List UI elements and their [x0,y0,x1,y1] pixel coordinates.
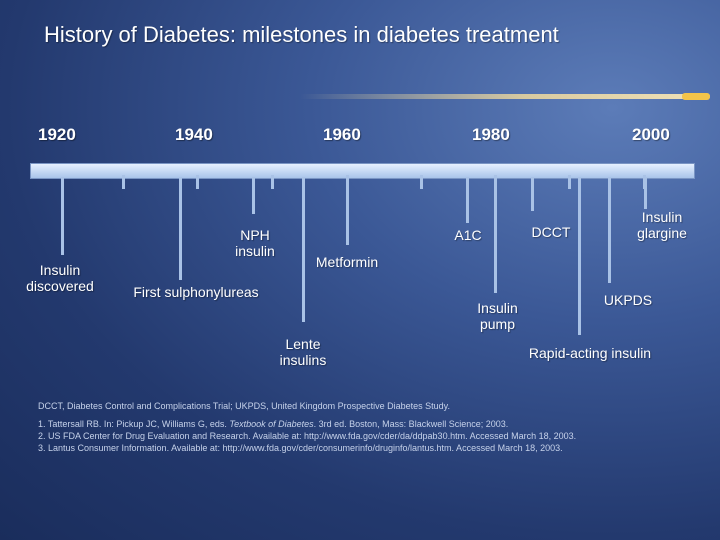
label-a1c: A1C [454,227,482,243]
stem-nph-insulin [252,177,255,214]
timeline-axis [30,163,695,179]
label-lente-insulins: Lente insulins [279,336,327,368]
label-first-sulphonylureas: First sulphonylureas [133,284,259,300]
stem-insulin-pump [494,177,497,293]
stem-insulin-discovered [61,177,64,255]
stem-ukpds [608,177,611,283]
title-underline [300,94,710,99]
stem-lente-insulins [302,177,305,322]
year-2000: 2000 [632,125,670,144]
stem-metformin [346,177,349,245]
tick-1990 [568,175,571,189]
footnote-ref-3: 3. Lantus Consumer Information. Availabl… [38,443,563,453]
tick-1970 [420,175,423,189]
footnote-ref-2: 2. US FDA Center for Drug Evaluation and… [38,431,577,441]
year-1960: 1960 [323,125,361,144]
label-nph-insulin: NPH insulin [235,227,275,259]
year-1920: 1920 [38,125,76,144]
stem-dcct [531,177,534,211]
stem-rapid-acting-insulin [578,177,581,335]
title-underline-accent [682,93,710,100]
footnote-ref-1-book: Textbook of Diabetes [229,419,314,429]
footnote-ref-1-pre: 1. Tattersall RB. In: Pickup JC, William… [38,419,227,429]
label-ukpds: UKPDS [603,292,653,308]
footnote-ref-1: 1. Tattersall RB. In: Pickup JC, William… [38,418,508,430]
year-1980: 1980 [472,125,510,144]
tick-1940 [196,175,199,189]
label-insulin-discovered: Insulin discovered [26,262,94,294]
tick-1930 [122,175,125,189]
label-insulin-glargine: Insulin glargine [637,209,687,241]
stem-first-sulphonylureas [179,177,182,280]
footnote-abbreviations: DCCT, Diabetes Control and Complications… [38,401,451,411]
label-insulin-pump: Insulin pump [477,300,518,332]
footnote-ref-1-post: . 3rd ed. Boston, Mass: Blackwell Scienc… [313,419,509,429]
stem-a1c [466,177,469,223]
label-rapid-acting-insulin: Rapid-acting insulin [528,345,652,361]
stem-insulin-glargine [644,177,647,209]
tick-1950 [271,175,274,189]
year-1940: 1940 [175,125,213,144]
slide-title: History of Diabetes: milestones in diabe… [44,22,559,47]
label-metformin: Metformin [315,254,379,270]
label-dcct: DCCT [531,224,571,240]
